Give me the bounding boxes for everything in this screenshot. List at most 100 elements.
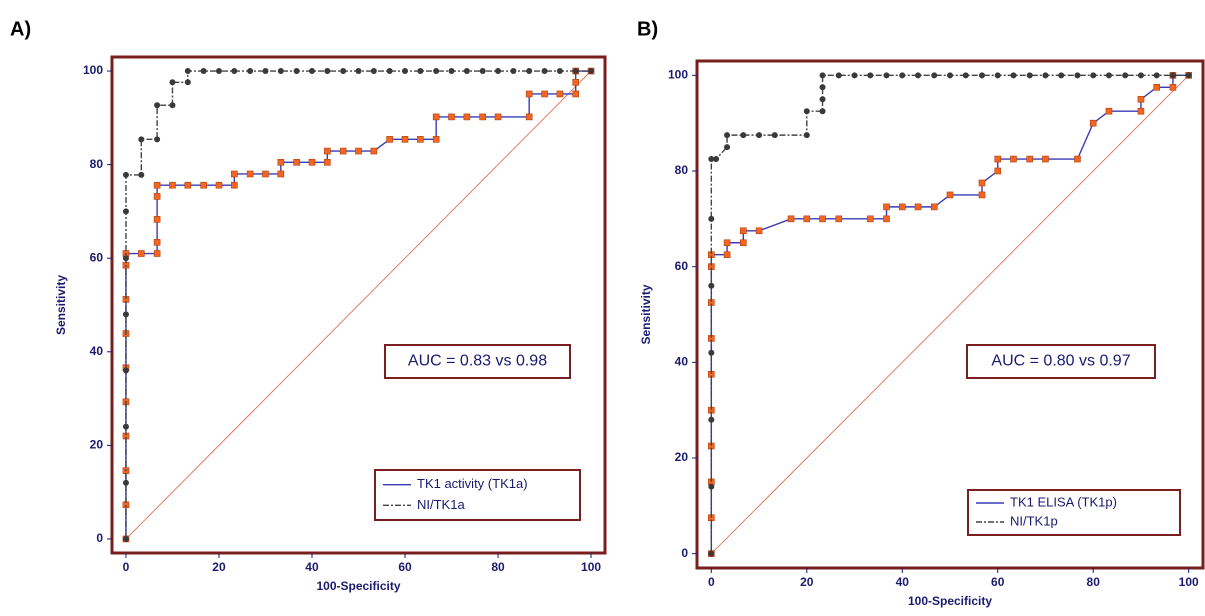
point	[510, 68, 517, 75]
x-tick-label: 40	[305, 560, 319, 574]
point	[867, 72, 874, 79]
point	[138, 136, 145, 143]
point	[740, 239, 747, 247]
legend-box	[967, 489, 1181, 536]
y-tick-label: 40	[90, 344, 104, 358]
point	[355, 147, 362, 155]
point	[494, 113, 502, 121]
point	[740, 227, 747, 235]
point	[122, 367, 129, 374]
point	[417, 68, 424, 75]
legend-label: NI/TK1a	[417, 497, 465, 512]
point	[740, 132, 747, 139]
point	[184, 68, 191, 75]
point	[247, 68, 254, 75]
point	[122, 535, 129, 542]
x-tick-label: 20	[212, 560, 226, 574]
x-axis-label: 100-Specificity	[908, 594, 992, 608]
point	[883, 72, 890, 79]
point	[994, 155, 1002, 163]
point	[308, 68, 315, 75]
point	[708, 349, 715, 356]
y-tick-label: 80	[90, 157, 104, 171]
point	[1089, 119, 1097, 127]
point	[495, 68, 502, 75]
point	[277, 68, 284, 75]
point	[479, 113, 486, 121]
point	[556, 90, 564, 98]
point	[138, 250, 145, 257]
point	[153, 193, 161, 200]
point	[946, 191, 954, 199]
point	[1010, 155, 1017, 163]
point	[708, 215, 715, 222]
point	[355, 68, 362, 75]
point	[994, 167, 1002, 175]
point	[724, 144, 731, 151]
point	[138, 171, 145, 178]
point	[883, 215, 890, 223]
x-tick-label: 0	[708, 575, 715, 589]
point	[835, 215, 843, 223]
point	[1042, 72, 1049, 79]
point	[556, 68, 563, 75]
x-axis-label: 100-Specificity	[316, 579, 400, 593]
point	[724, 132, 731, 139]
point	[755, 227, 763, 235]
point	[1074, 72, 1081, 79]
point	[1185, 72, 1192, 79]
point	[463, 113, 471, 121]
point	[402, 68, 409, 75]
point	[340, 68, 347, 75]
point	[122, 311, 129, 318]
point	[479, 68, 486, 75]
point	[756, 132, 763, 139]
legend-label: NI/TK1p	[1010, 513, 1058, 528]
point	[915, 72, 922, 79]
reference-line	[125, 70, 592, 540]
point	[1058, 72, 1065, 79]
point	[962, 72, 969, 79]
y-tick-label: 80	[675, 163, 689, 177]
point	[947, 72, 953, 79]
point	[370, 68, 377, 75]
point	[1122, 72, 1129, 79]
x-tick-label: 100	[581, 560, 601, 574]
point	[122, 423, 129, 430]
point	[277, 170, 285, 178]
point	[122, 208, 129, 215]
point	[803, 108, 810, 115]
legend-label: TK1 activity (TK1a)	[417, 476, 528, 491]
point	[231, 170, 238, 178]
legend-box	[374, 469, 581, 521]
x-tick-label: 40	[896, 575, 910, 589]
point	[433, 68, 440, 75]
reference-line	[711, 75, 1189, 554]
point	[153, 216, 161, 223]
point	[723, 251, 731, 259]
point	[262, 68, 269, 75]
point	[978, 179, 986, 187]
point	[324, 68, 331, 75]
point	[122, 255, 129, 262]
point	[1074, 155, 1081, 163]
point	[914, 203, 922, 211]
point	[262, 170, 269, 178]
point	[819, 72, 826, 79]
point	[153, 238, 161, 246]
annotation-box	[384, 344, 571, 379]
point	[883, 203, 890, 211]
point	[1137, 95, 1145, 103]
point	[931, 72, 938, 79]
y-tick-label: 60	[675, 259, 689, 273]
point	[819, 215, 826, 223]
point	[154, 102, 161, 109]
point	[723, 239, 731, 247]
point	[1105, 107, 1113, 115]
plot-frame	[110, 55, 607, 555]
point	[122, 479, 129, 486]
point	[708, 483, 715, 490]
point	[803, 215, 811, 223]
point	[708, 550, 715, 557]
point	[386, 68, 393, 75]
